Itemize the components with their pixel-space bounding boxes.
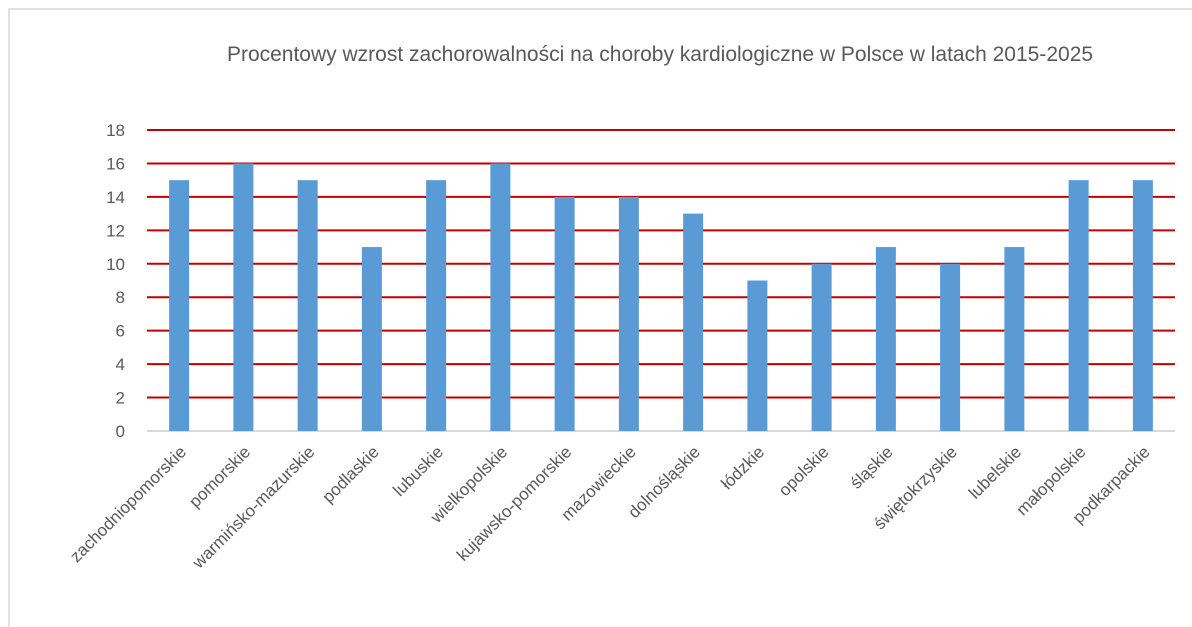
bar — [683, 213, 704, 431]
bar — [940, 263, 961, 431]
y-tick-label: 8 — [116, 288, 125, 307]
y-tick-label: 18 — [106, 121, 125, 140]
y-tick-label: 0 — [116, 422, 125, 441]
x-tick-label: pomorskie — [185, 442, 254, 511]
x-tick-label: zachodniopomorskie — [66, 442, 190, 566]
bar — [618, 196, 639, 431]
x-tick-label: warmińsko-mazurskie — [188, 442, 318, 572]
bar — [426, 180, 447, 431]
bar — [747, 280, 768, 431]
x-tick-label: śląskie — [847, 442, 897, 492]
bar — [169, 180, 190, 431]
bar — [1068, 180, 1089, 431]
bar — [875, 247, 896, 431]
x-tick-label: podlaskie — [318, 442, 382, 506]
y-tick-label: 16 — [106, 154, 125, 173]
y-tick-label: 14 — [106, 188, 125, 207]
bar — [297, 180, 318, 431]
y-tick-label: 6 — [116, 322, 125, 341]
x-tick-label: lubelskie — [965, 442, 1025, 502]
x-tick-label: kujawsko-pomorskie — [453, 442, 575, 564]
y-tick-label: 4 — [116, 355, 125, 374]
x-tick-label: lubuskie — [389, 442, 447, 500]
bar — [361, 247, 382, 431]
chart-border — [8, 8, 1192, 627]
x-tick-label: łódzkie — [717, 442, 768, 493]
bar — [1132, 180, 1153, 431]
y-tick-label: 10 — [106, 255, 125, 274]
bar — [554, 196, 575, 431]
bar — [811, 263, 832, 431]
y-tick-label: 2 — [116, 389, 125, 408]
bar — [490, 163, 511, 431]
bar — [233, 163, 254, 431]
chart-title: Procentowy wzrost zachorowalności na cho… — [226, 43, 1094, 66]
bar — [1004, 247, 1025, 431]
y-tick-label: 12 — [106, 221, 125, 240]
x-tick-label: opolskie — [775, 442, 833, 500]
